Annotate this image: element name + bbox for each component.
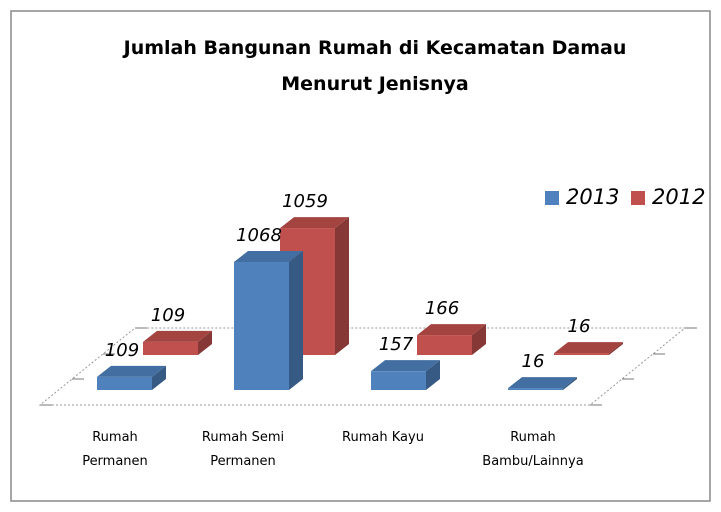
chart-title: Jumlah Bangunan Rumah di Kecamatan Damau…: [123, 37, 627, 95]
bar-side: [289, 251, 303, 390]
value-label: 1059: [282, 191, 328, 212]
bar-top: [234, 251, 303, 262]
value-label: 16: [568, 316, 591, 337]
bar-side: [426, 360, 440, 390]
bar-top: [143, 330, 212, 342]
value-label: 16: [522, 351, 545, 372]
chart-frame: [10, 10, 711, 502]
value-label: 109: [151, 305, 185, 326]
bar-top: [554, 342, 623, 354]
bar-front: [143, 341, 198, 355]
bar: [554, 342, 623, 355]
bar-side: [563, 377, 577, 390]
x-tick-label: Rumah Kayu: [342, 430, 424, 445]
bar-front: [554, 353, 609, 355]
bar-front: [234, 262, 289, 390]
bar-front: [417, 335, 472, 355]
bar-top: [417, 324, 486, 336]
legend-label: 2012: [652, 185, 705, 209]
legend-label: 2013: [566, 185, 619, 209]
bar: [143, 330, 212, 355]
bar-front: [508, 388, 563, 390]
bar: [371, 360, 440, 390]
value-label: 157: [379, 334, 414, 355]
bar-top: [97, 365, 166, 377]
value-label: 1068: [236, 225, 282, 246]
floor-ticks: [40, 327, 697, 406]
bar-front: [97, 376, 152, 390]
bar-side: [609, 342, 623, 355]
bar: [97, 365, 166, 390]
bar-side: [198, 330, 212, 355]
bar-top: [508, 377, 577, 389]
bar-side: [335, 217, 349, 355]
bar: [417, 324, 486, 355]
value-label: 166: [425, 298, 459, 319]
legend-swatch: [545, 191, 559, 205]
x-tick-label: Rumah Bambu/Lainnya: [482, 430, 584, 469]
bar-front: [371, 371, 426, 390]
bar-side: [152, 365, 166, 390]
x-tick-label: Rumah Permanen: [82, 430, 148, 469]
legend-swatch: [631, 191, 645, 205]
value-label: 109: [105, 340, 139, 361]
x-tick-label: Rumah Semi Permanen: [201, 430, 285, 469]
bar: [234, 251, 303, 390]
bar: [508, 377, 577, 390]
bar-side: [472, 324, 486, 355]
bar-top: [371, 360, 440, 372]
bar-top: [280, 217, 349, 229]
